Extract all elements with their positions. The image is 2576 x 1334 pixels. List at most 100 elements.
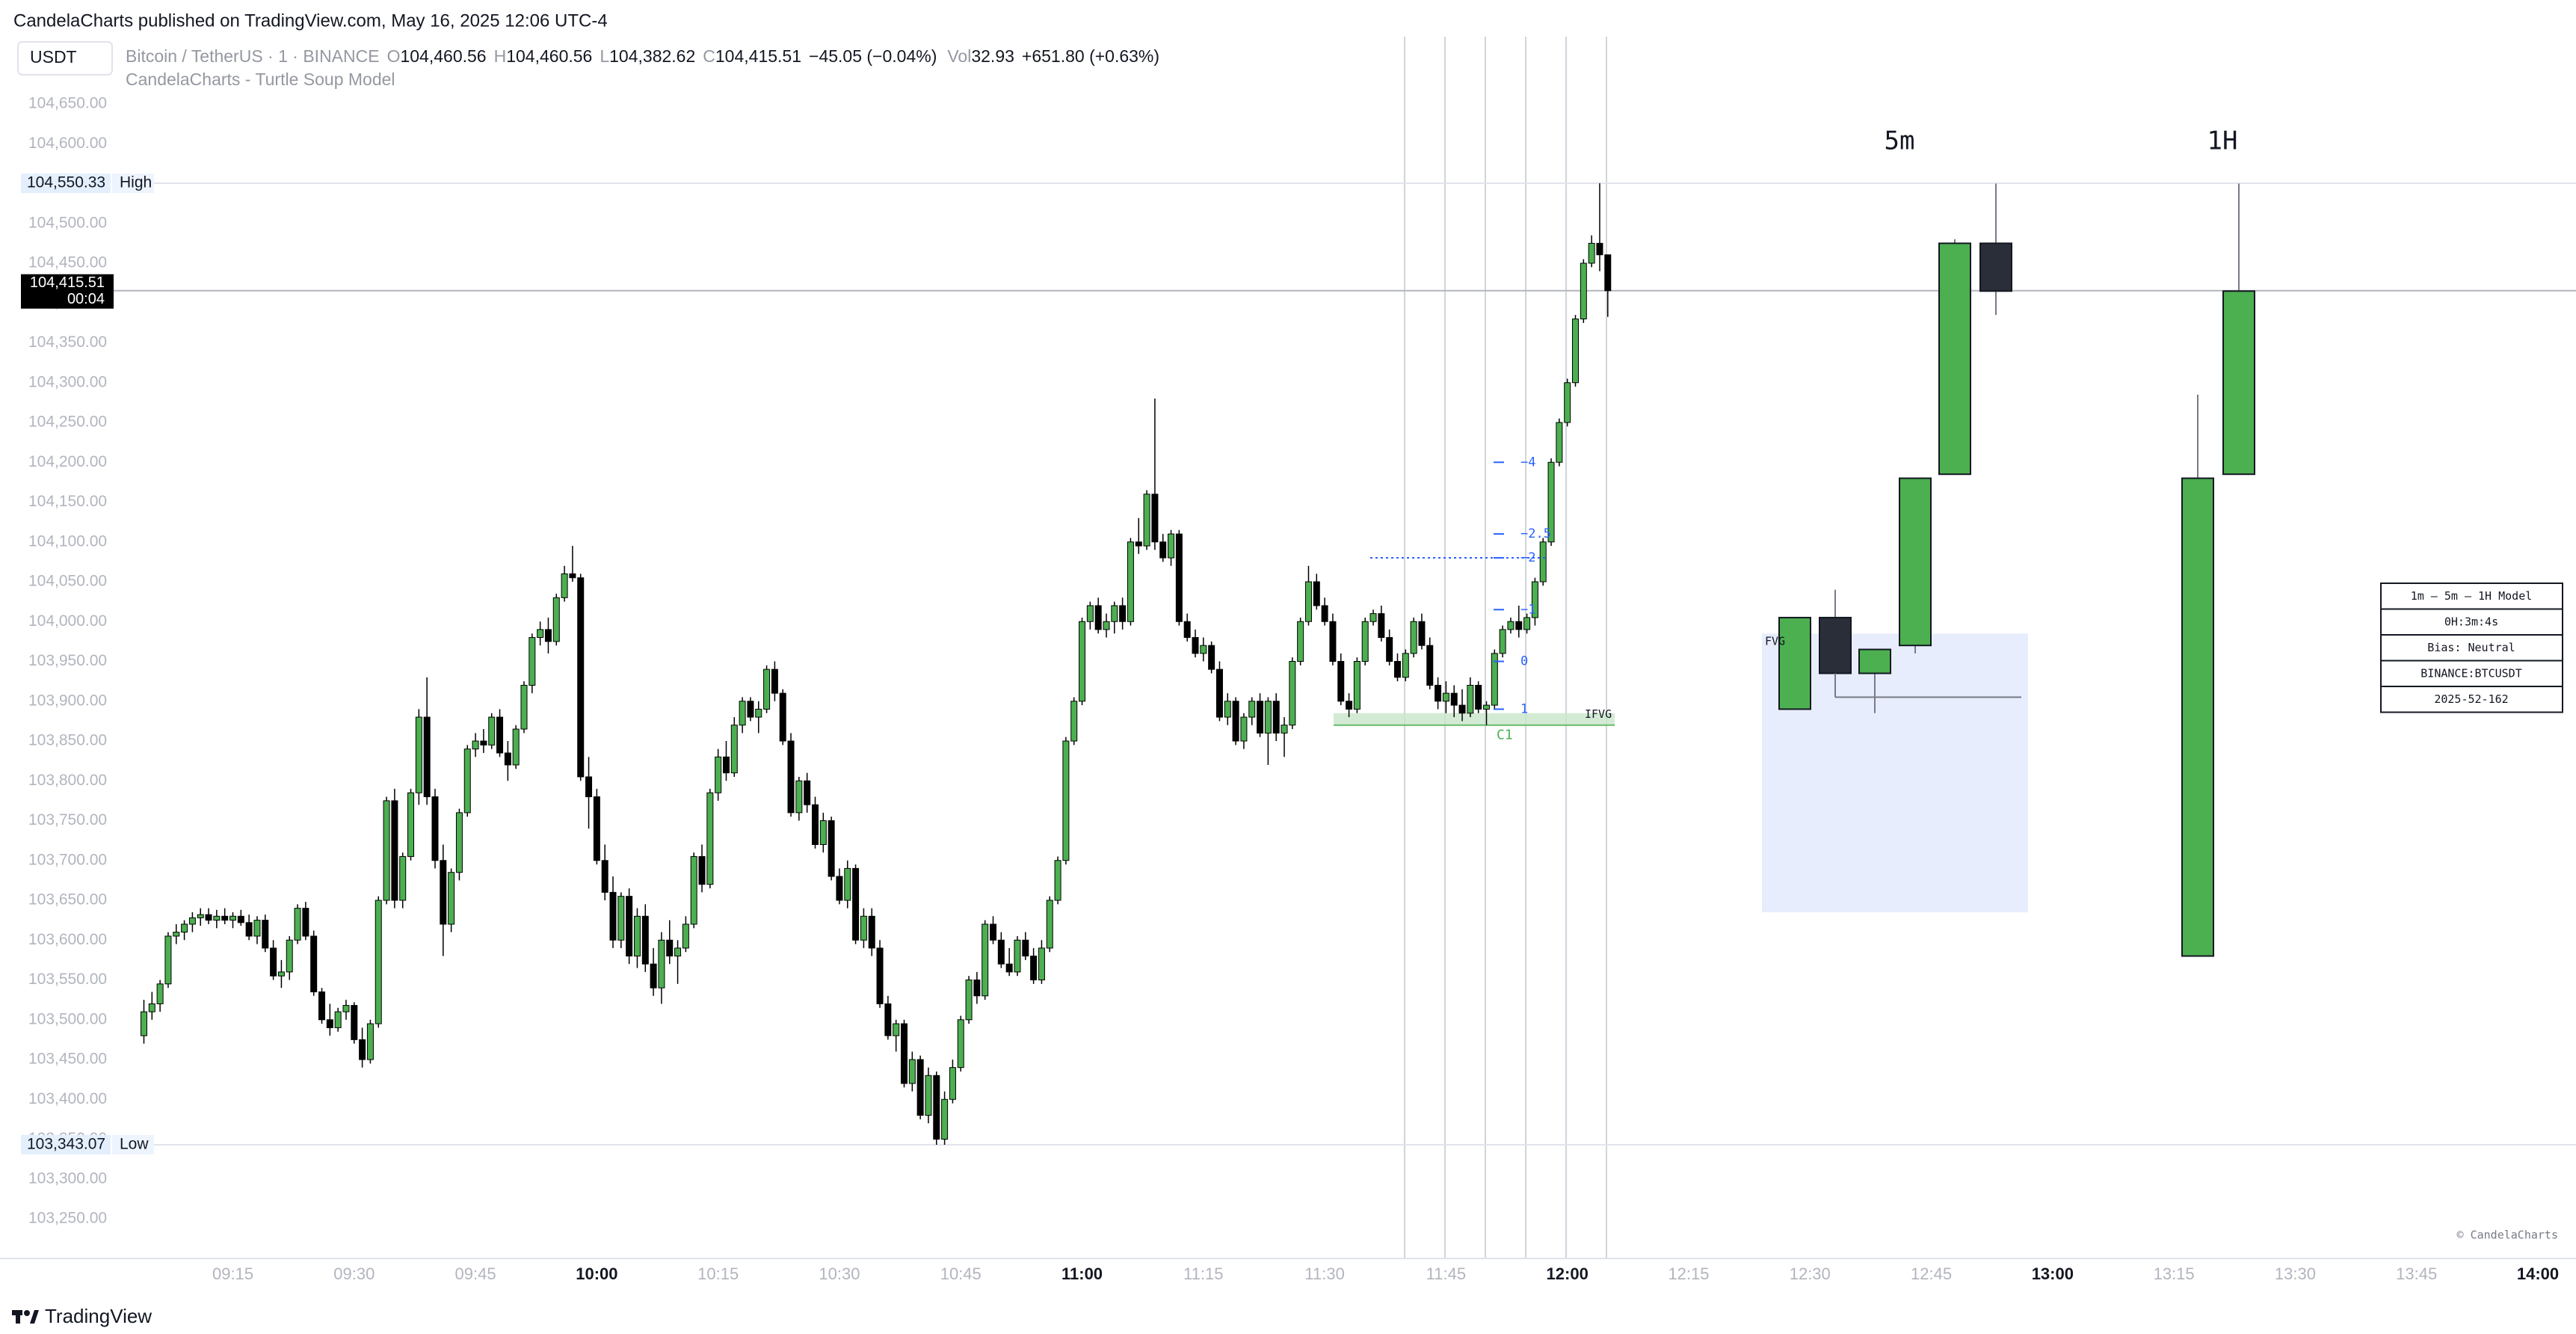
legend-item: Bitcoin / TetherUS · 1 · BINANCE [126,46,380,66]
legend-item: C [703,46,715,66]
htf-body [2181,477,2214,957]
candle-body [1491,653,1498,706]
y-tick-label: 104,450.00 [28,254,107,271]
candle-body [1168,533,1175,559]
candle-body [1232,701,1239,742]
candle-body [1119,605,1127,622]
candle-body [205,914,212,921]
legend-item: Vol [947,46,971,66]
candle-body [949,1067,956,1100]
candle-body [504,752,511,766]
y-tick-label: 103,300.00 [28,1169,107,1187]
candle-body [277,971,285,977]
candle-body [383,800,390,901]
candle-body [286,939,293,973]
candle-body [262,920,269,949]
candle-body [609,891,617,941]
candle-body [375,900,382,1024]
candle-body [730,725,738,774]
candle-body [1564,382,1571,423]
symbol-box[interactable] [17,41,113,76]
ifvg-label: IFVG [1585,707,1612,721]
candle-body [1556,422,1563,463]
candle-body [512,728,520,766]
candle-body [181,923,188,933]
last-price-box [21,274,114,309]
candle-body [1183,621,1191,639]
candle-body [537,629,544,639]
candle-body [1547,461,1555,543]
candle-body [569,573,576,579]
candle-body [253,920,261,937]
candle-body [1159,541,1167,559]
y-tick-label: 104,300.00 [28,373,107,390]
x-tick-label: 12:30 [1790,1264,1831,1283]
candle-body [1070,701,1078,742]
candle-body [933,1075,940,1140]
candle-body [164,935,172,985]
candle-body [552,597,560,642]
candle-body [844,867,851,901]
footer-brand: TradingView [45,1305,152,1327]
candle-body [1604,254,1612,292]
candle-body [641,915,649,965]
candle-body [520,684,528,730]
candle-body [868,915,875,949]
legend-line: Bitcoin / TetherUS · 1 · BINANCE O104,460… [126,46,1159,66]
y-tick-label: 103,900.00 [28,692,107,709]
candle-body [811,804,819,845]
candle-body [1442,692,1449,702]
htf-body [1819,616,1852,674]
x-tick-label: 10:30 [819,1264,860,1283]
candle-body [415,716,422,793]
fib-label: 1 [1520,701,1528,716]
legend-item: 32.93 [971,46,1014,66]
x-tick-label: 13:30 [2275,1264,2316,1283]
candle-body [310,935,318,992]
candle-body [1208,645,1215,670]
candle-body [1079,621,1086,702]
legend-item: 104,415.51 [715,46,801,66]
candle-body [1361,621,1369,662]
candle-body [1143,494,1150,547]
last-price-value: 104,415.51 [30,274,105,291]
x-tick-label: 11:45 [1426,1264,1466,1283]
htf-body [1778,616,1811,710]
candle-body [270,947,277,977]
x-tick-label: 11:00 [1061,1264,1103,1283]
candle-body [973,980,981,997]
candle-body [698,855,706,885]
symbol-box-text[interactable]: USDT [30,47,77,67]
table-cell [2380,583,2563,610]
candle-body [1200,645,1207,654]
candle-body [755,708,762,718]
table-text: 0H:3m:4s [2444,615,2498,629]
candle-body [463,749,471,814]
indicator-name: CandelaCharts - Turtle Soup Model [126,70,395,89]
candle-body [795,780,803,814]
legend-item: −45.05 (−0.04%) [809,46,937,66]
candle-body [836,876,843,901]
candle-body [1304,581,1312,622]
footer-logo [12,1310,39,1324]
candle-body [1369,613,1377,622]
candle-body [480,740,487,746]
candle-body [876,947,884,1004]
candle-body [1022,939,1029,957]
candle-body [893,1023,900,1036]
candle-body [585,776,593,798]
y-tick-label: 104,200.00 [28,453,107,470]
y-tick-label: 103,800.00 [28,772,107,789]
x-tick-label: 13:15 [2154,1264,2195,1283]
x-tick-label: 12:45 [1911,1264,1952,1283]
y-tick-label: 104,150.00 [28,493,107,510]
candle-body [1313,581,1320,606]
price-mark-label: High [120,174,152,191]
candle-body [1111,605,1118,622]
candle-body [787,740,795,814]
price-mark-box [21,173,111,194]
candle-body [1054,860,1061,901]
y-tick-label: 104,050.00 [28,573,107,590]
y-tick-label: 103,750.00 [28,811,107,829]
candle-body [1499,629,1506,654]
